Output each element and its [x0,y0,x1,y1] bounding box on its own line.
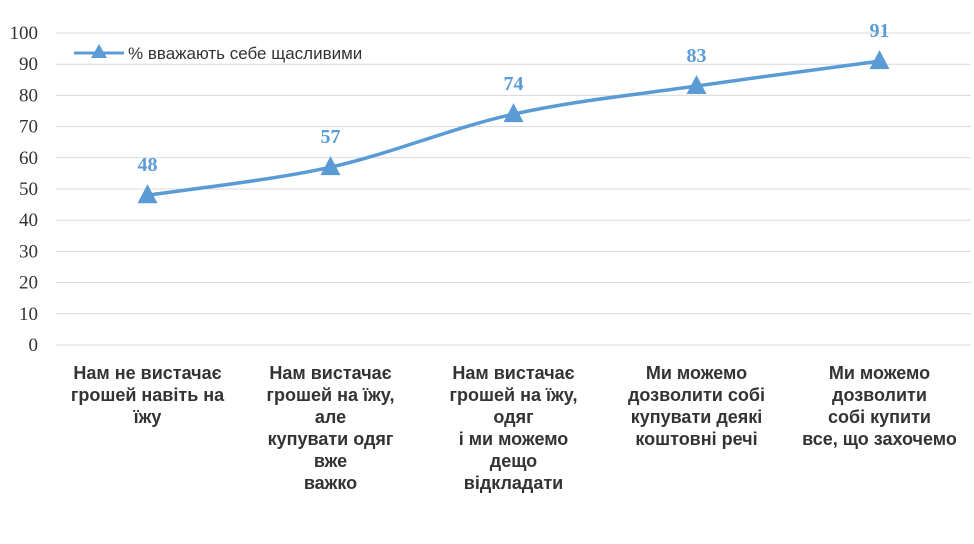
y-tick-label-90: 90 [19,54,38,75]
data-point-marker-1 [137,184,158,204]
y-tick-label-40: 40 [19,210,38,231]
y-tick-label-20: 20 [19,273,38,294]
y-tick-label-50: 50 [19,179,38,200]
y-tick-label-80: 80 [19,85,38,106]
data-markers [137,50,890,204]
y-axis-tick-labels: 0 10 20 30 40 50 60 70 80 90 100 [10,23,39,356]
data-point-marker-2 [320,156,341,176]
data-point-marker-5 [869,50,890,70]
data-label-1: 48 [138,154,158,176]
y-tick-label-60: 60 [19,148,38,169]
data-point-marker-3 [503,103,524,123]
category-label-3: Нам вистачає грошей на їжу, одяг і ми мо… [449,363,578,493]
data-label-5: 91 [870,20,890,42]
y-tick-label-30: 30 [19,241,38,262]
category-label-4: Ми можемо дозволити собі купувати деякі … [627,363,765,449]
data-point-marker-4 [686,75,707,95]
category-label-2: Нам вистачає грошей на їжу, але купувати… [266,363,395,493]
data-labels: 48 57 74 83 91 [138,20,890,176]
category-label-5: Ми можемо дозволити собі купити все, що … [802,363,957,449]
data-label-3: 74 [504,73,524,95]
data-label-2: 57 [321,126,341,148]
y-tick-label-100: 100 [10,23,39,44]
legend: % вважають себе щасливими [74,44,362,63]
y-tick-label-0: 0 [29,335,39,356]
legend-triangle-marker [91,44,107,58]
category-label-1: Нам не вистачає грошей навіть на їжу [70,363,225,427]
gridlines [56,32,971,346]
data-label-4: 83 [687,45,707,67]
y-tick-label-10: 10 [19,304,38,325]
y-tick-label-70: 70 [19,117,38,138]
legend-label: % вважають себе щасливими [128,44,362,63]
